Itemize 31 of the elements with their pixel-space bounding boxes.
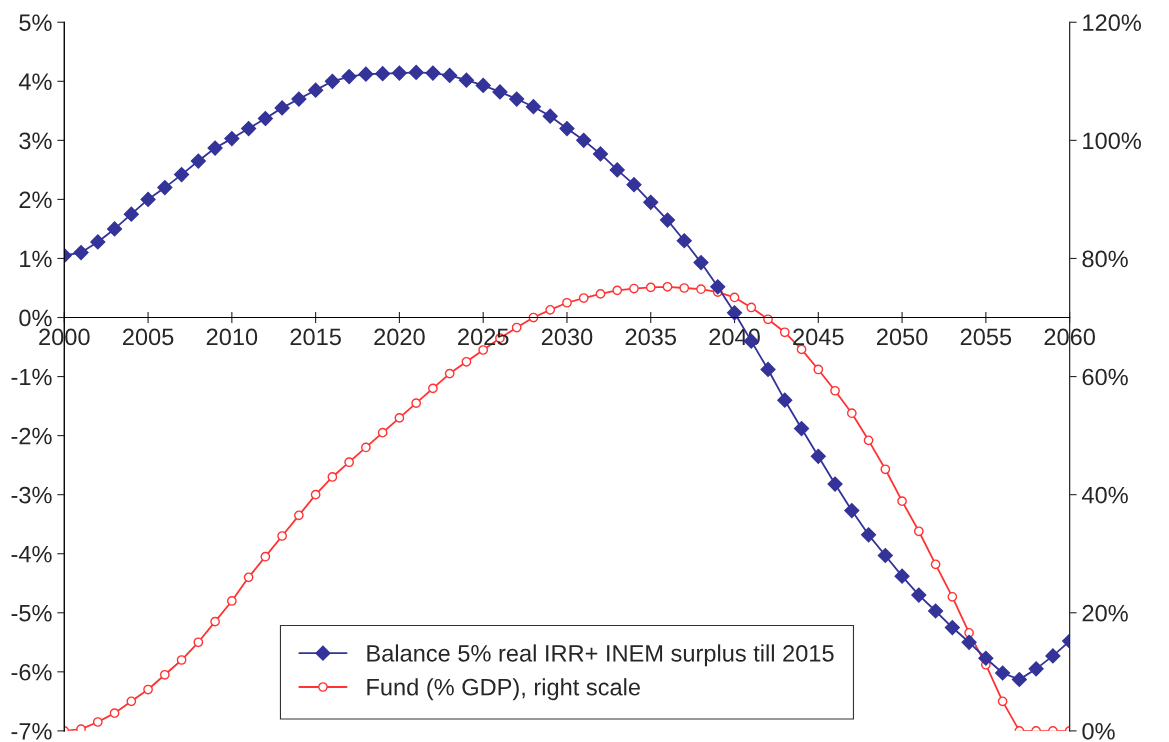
x-tick-label: 2035 — [625, 328, 677, 346]
y2-tick-label: 20% — [1082, 604, 1128, 622]
x-tick-label: 2050 — [877, 328, 928, 346]
y2-tick-label: 0% — [1082, 722, 1115, 740]
legend-label: Fund (% GDP), right scale — [367, 678, 640, 701]
y2-tick-label: 80% — [1082, 250, 1128, 268]
y2-tick-label: 40% — [1081, 486, 1128, 504]
y2-tick-label: 60% — [1082, 368, 1128, 386]
x-tick-label: 2015 — [290, 328, 341, 346]
y-tick-label: 1% — [20, 250, 52, 268]
x-tick-label: 2010 — [206, 328, 258, 346]
y2-tick-label: 100% — [1083, 132, 1141, 150]
y-tick-label: -3% — [11, 486, 52, 504]
legend-label: Balance 5% real IRR+ INEM surplus till 2015 — [367, 644, 834, 667]
y-tick-label: -6% — [11, 663, 52, 681]
x-tick-label: 2030 — [541, 328, 593, 346]
x-tick-label: 2020 — [374, 328, 425, 346]
y-tick-label: -5% — [11, 604, 52, 622]
y-tick-label: -7% — [11, 723, 52, 740]
y-tick-label: -2% — [11, 427, 52, 445]
x-tick-label: 2045 — [793, 328, 844, 346]
y2-tick-label: 120% — [1083, 14, 1141, 32]
y-tick-label: 2% — [19, 191, 52, 209]
y-tick-label: 0% — [19, 309, 52, 327]
y-tick-label: 5% — [19, 14, 52, 32]
x-tick-label: 2005 — [123, 328, 174, 346]
x-tick-label: 2055 — [960, 328, 1012, 346]
y-tick-label: -1% — [11, 368, 52, 386]
y-tick-label: -4% — [11, 545, 52, 563]
y-tick-label: 3% — [19, 132, 52, 150]
y-tick-label: 4% — [18, 73, 52, 91]
